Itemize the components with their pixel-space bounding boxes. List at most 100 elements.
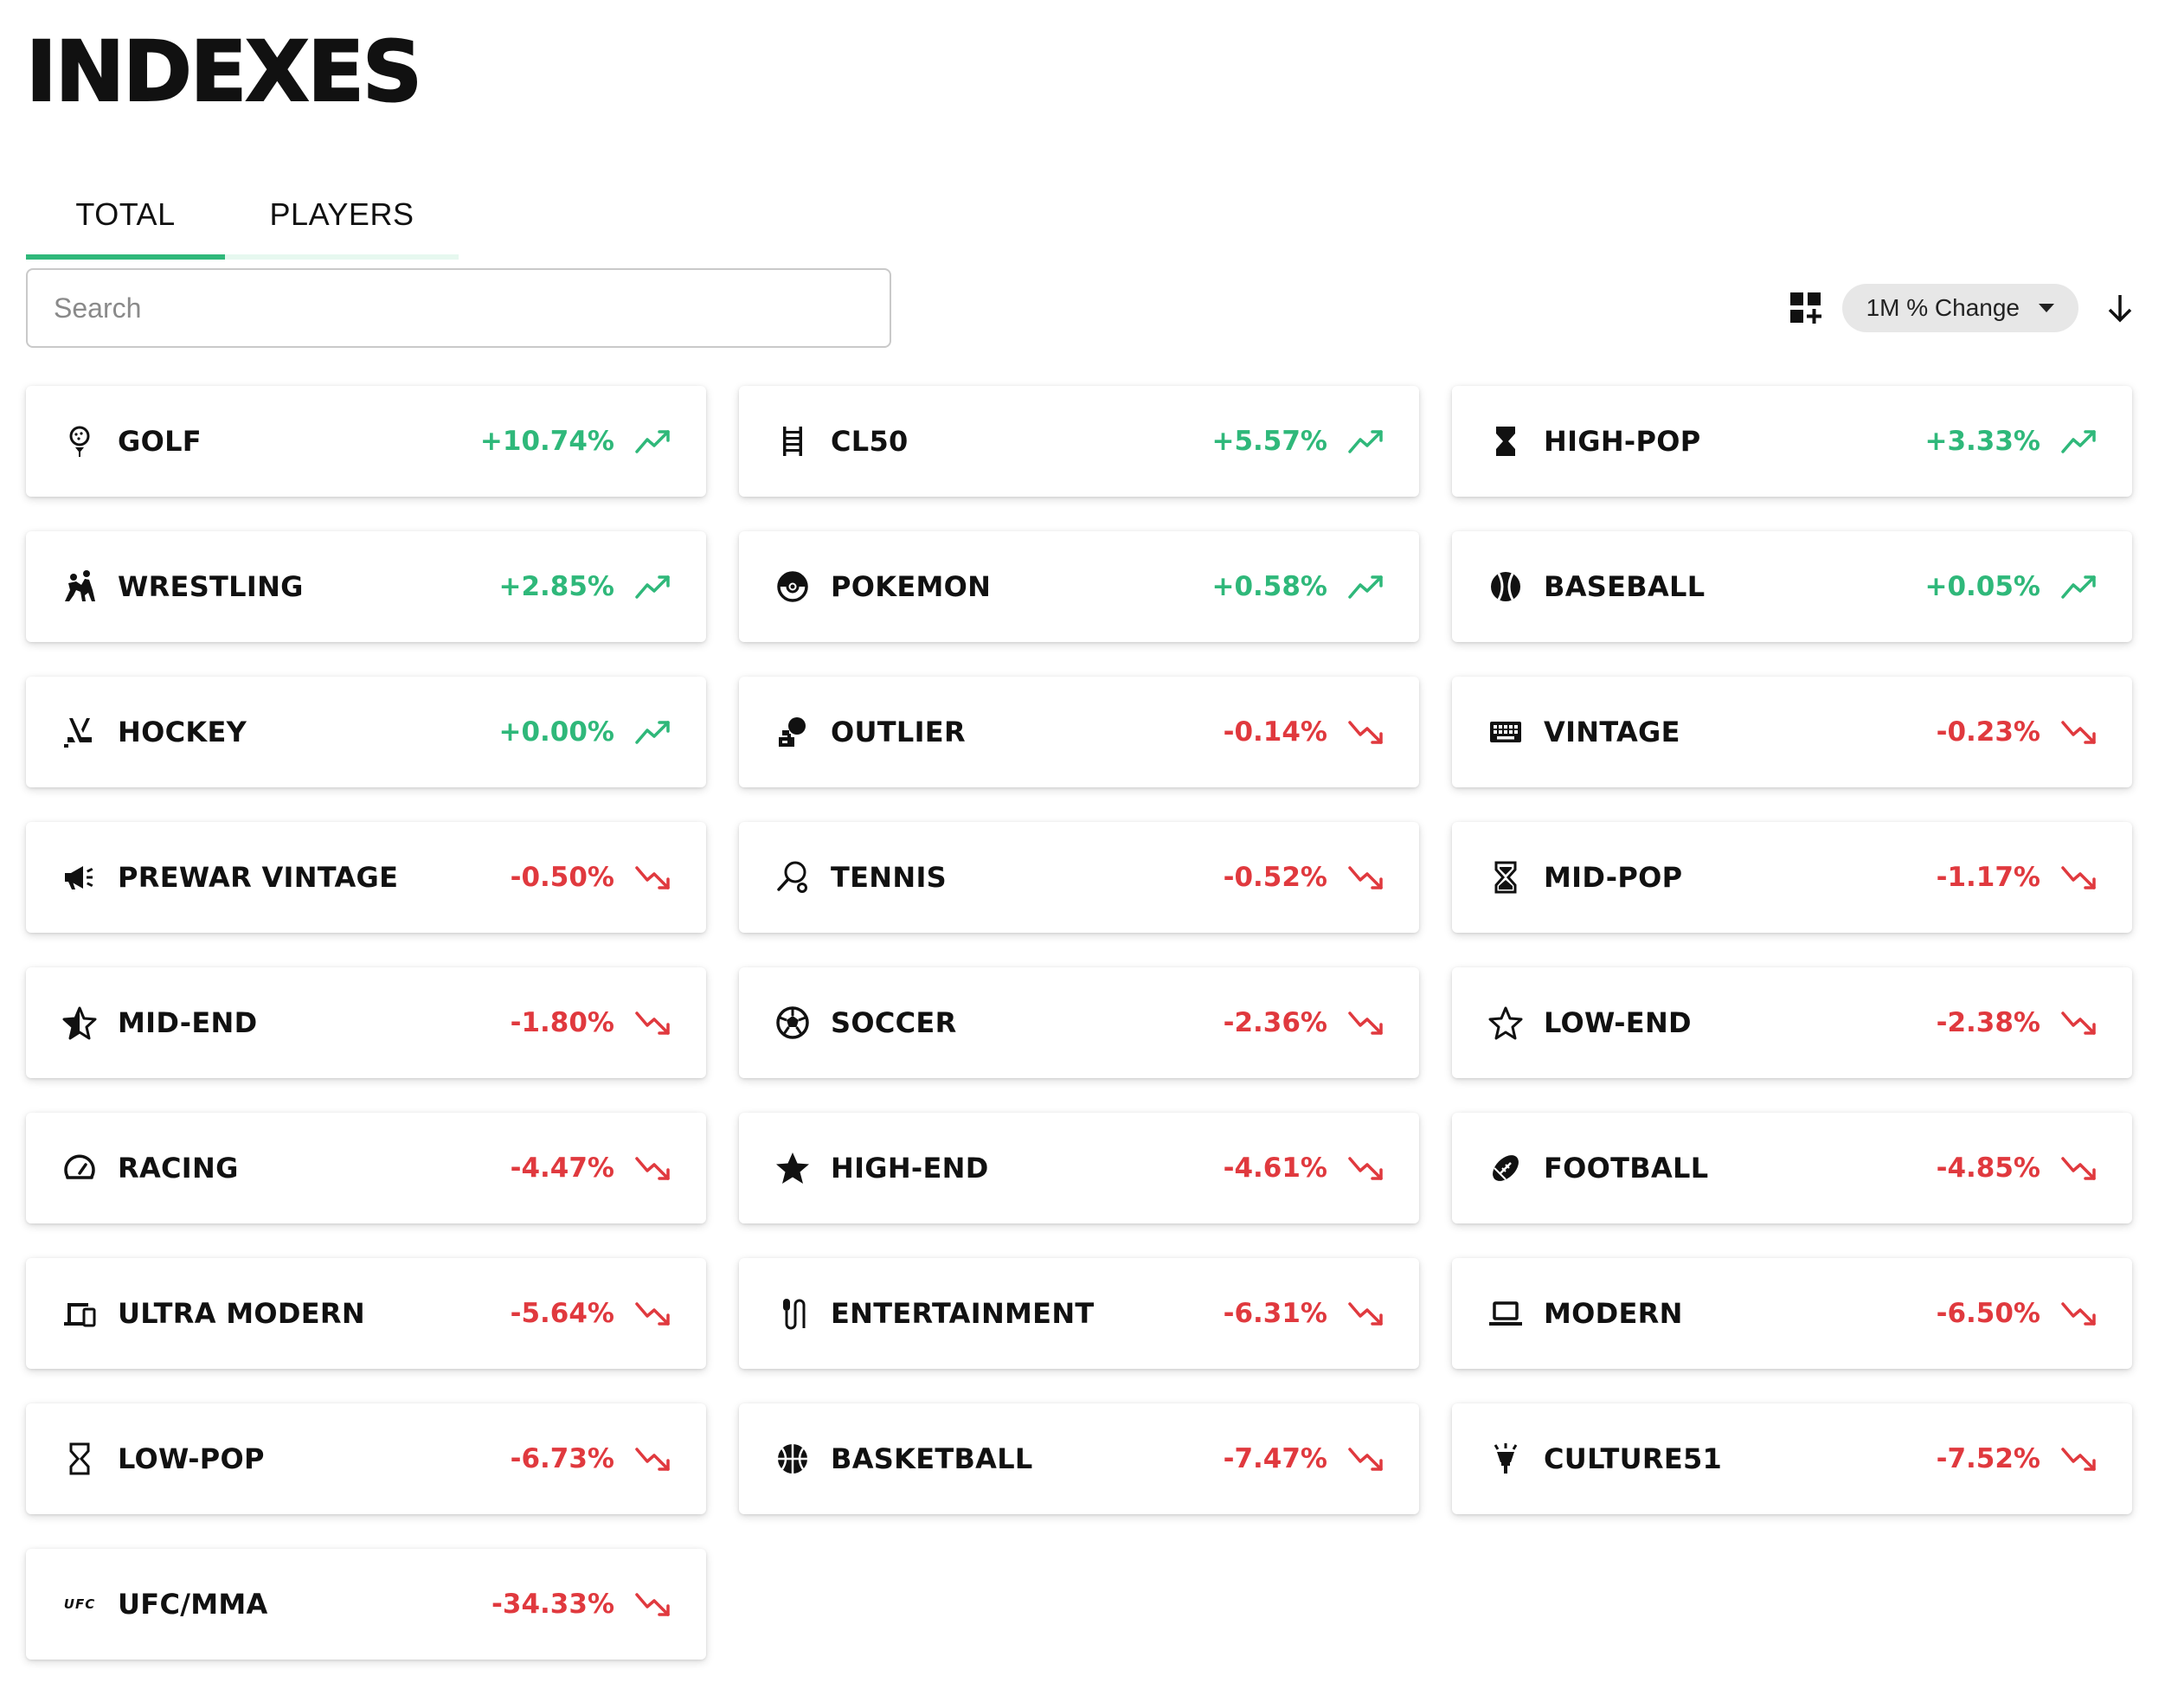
trending-down-icon [1348,721,1383,744]
megaphone-icon [62,860,97,895]
golf-icon [62,424,97,459]
index-name: BASKETBALL [831,1442,1033,1475]
index-card[interactable]: UFC UFC/MMA -34.33% [26,1549,706,1660]
hourglass-half-icon [1488,860,1523,895]
index-card[interactable]: HOCKEY +0.00% [26,677,706,787]
pokeball-icon [775,569,810,604]
index-change: +0.00% [498,716,614,748]
trending-down-icon [1348,1011,1383,1035]
index-card[interactable]: POKEMON +0.58% [739,531,1419,642]
index-change: -6.31% [1223,1298,1327,1329]
index-change: -6.50% [1936,1298,2040,1329]
grid-add-icon[interactable] [1789,291,1823,325]
toolbar: 1M % Change [1789,284,2137,332]
index-card[interactable]: MID-END -1.80% [26,967,706,1078]
index-card[interactable]: HIGH-POP +3.33% [1452,386,2132,497]
arrow-down-icon[interactable] [2103,291,2137,325]
index-name: TENNIS [831,861,948,894]
hourglass-empty-icon [62,1442,97,1476]
index-grid: GOLF +10.74% CL50 +5.57% HIGH-POP +3.33% WREST… [26,386,2132,1660]
trending-down-icon [2061,866,2096,889]
index-change: +3.33% [1924,426,2040,457]
index-card[interactable]: PREWAR VINTAGE -0.50% [26,822,706,933]
star-outline-icon [1488,1005,1523,1040]
index-change: -7.52% [1936,1443,2040,1474]
index-card[interactable]: ENTERTAINMENT -6.31% [739,1258,1419,1369]
index-change: -0.23% [1936,716,2040,748]
index-name: MODERN [1544,1297,1683,1330]
index-card[interactable]: BASEBALL +0.05% [1452,531,2132,642]
index-name: RACING [118,1152,239,1185]
index-change: +0.58% [1211,571,1327,602]
index-change: -0.14% [1223,716,1327,748]
index-card[interactable]: SOCCER -2.36% [739,967,1419,1078]
trending-up-icon [635,575,670,599]
devices-icon [62,1296,97,1331]
index-change: +5.57% [1211,426,1327,457]
index-name: CL50 [831,425,909,458]
hockey-icon [62,715,97,749]
sort-select[interactable]: 1M % Change [1841,284,2078,332]
caret-down-icon [2039,304,2054,312]
laptop-icon [1488,1296,1523,1331]
index-name: OUTLIER [831,716,966,748]
index-card[interactable]: OUTLIER -0.14% [739,677,1419,787]
search-input[interactable] [26,268,891,348]
microphone-icon [775,1296,810,1331]
index-card[interactable]: HIGH-END -4.61% [739,1113,1419,1223]
page-title: INDEXES [25,23,423,120]
speedometer-icon [62,1151,97,1185]
index-card[interactable]: WRESTLING +2.85% [26,531,706,642]
index-name: HIGH-END [831,1152,989,1185]
trending-down-icon [2061,1157,2096,1180]
index-name: HOCKEY [118,716,247,748]
index-card[interactable]: GOLF +10.74% [26,386,706,497]
index-change: -34.33% [491,1589,614,1620]
hourglass-full-icon [1488,424,1523,459]
index-change: -2.38% [1936,1007,2040,1038]
index-name: UFC/MMA [118,1588,268,1621]
ufc-icon: UFC [62,1587,97,1621]
index-change: -0.50% [510,862,614,893]
index-card[interactable]: VINTAGE -0.23% [1452,677,2132,787]
star-half-icon [62,1005,97,1040]
index-card[interactable]: MID-POP -1.17% [1452,822,2132,933]
trending-down-icon [635,1011,670,1035]
star-filled-icon [775,1151,810,1185]
index-card[interactable]: CULTURE51 -7.52% [1452,1403,2132,1514]
basketball-icon [775,1442,810,1476]
index-card[interactable]: MODERN -6.50% [1452,1258,2132,1369]
index-name: LOW-POP [118,1442,265,1475]
trending-up-icon [2061,430,2096,453]
index-card[interactable]: LOW-POP -6.73% [26,1403,706,1514]
index-change: -4.61% [1223,1153,1327,1184]
trending-down-icon [635,1448,670,1471]
index-change: -4.47% [510,1153,614,1184]
tennis-racket-icon [775,860,810,895]
trending-down-icon [2061,1302,2096,1326]
index-card[interactable]: ULTRA MODERN -5.64% [26,1258,706,1369]
index-card[interactable]: FOOTBALL -4.85% [1452,1113,2132,1223]
trending-down-icon [1348,1302,1383,1326]
keyboard-icon [1488,715,1523,749]
index-card[interactable]: RACING -4.47% [26,1113,706,1223]
ufc-icon-text: UFC [63,1596,96,1612]
trending-up-icon [635,430,670,453]
trending-down-icon [635,1157,670,1180]
index-card[interactable]: LOW-END -2.38% [1452,967,2132,1078]
trending-down-icon [2061,1011,2096,1035]
index-card[interactable]: BASKETBALL -7.47% [739,1403,1419,1514]
index-card[interactable]: TENNIS -0.52% [739,822,1419,933]
index-name: MID-END [118,1006,258,1039]
index-name: POKEMON [831,570,992,603]
index-change: -2.36% [1223,1007,1327,1038]
index-card[interactable]: CL50 +5.57% [739,386,1419,497]
index-change: +0.05% [1924,571,2040,602]
ladder-icon [775,424,810,459]
index-change: -1.80% [510,1007,614,1038]
tab-total[interactable]: TOTAL [26,170,225,260]
tab-players[interactable]: PLAYERS [269,196,414,232]
index-name: HIGH-POP [1544,425,1701,458]
outlier-icon [775,715,810,749]
trending-down-icon [635,1593,670,1616]
